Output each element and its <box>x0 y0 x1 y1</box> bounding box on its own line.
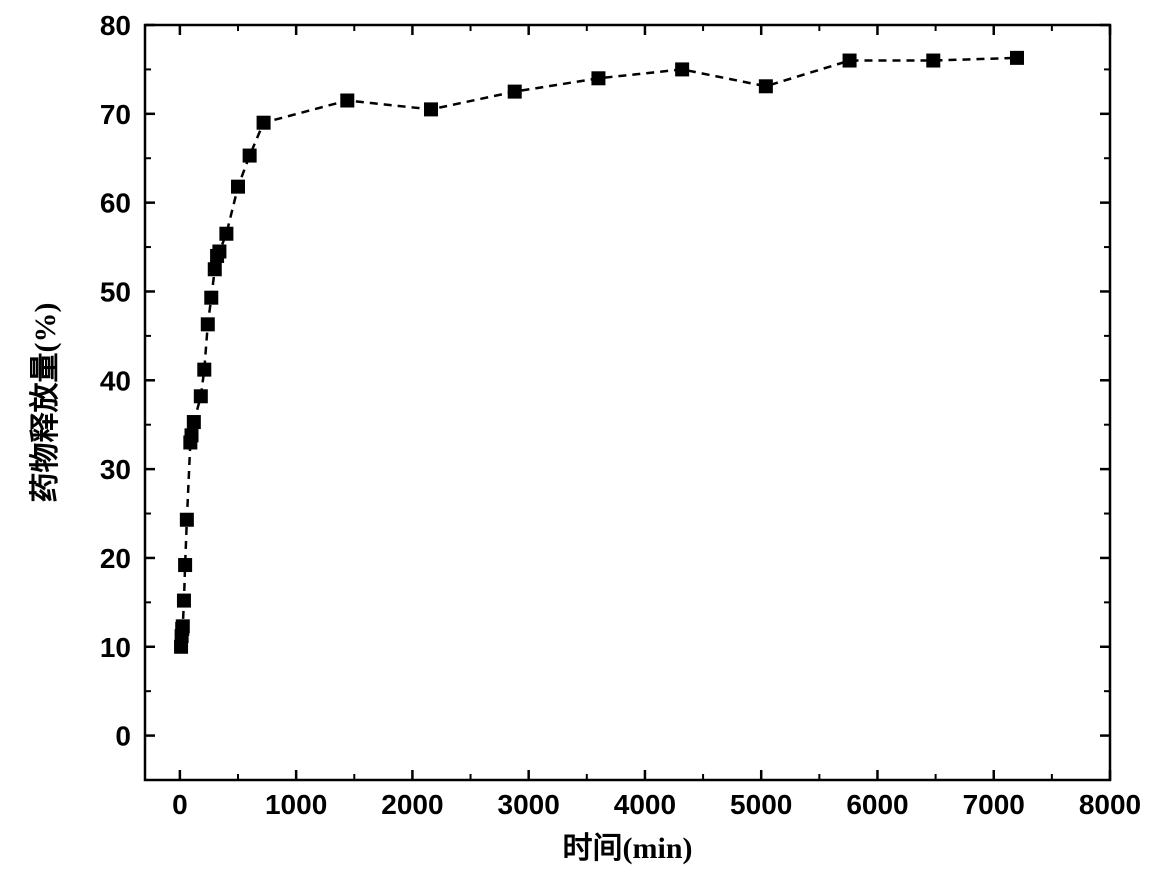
data-marker <box>424 102 438 116</box>
y-tick-label: 60 <box>100 188 131 219</box>
data-marker <box>197 363 211 377</box>
x-tick-label: 0 <box>172 789 188 820</box>
data-marker <box>843 54 857 68</box>
y-tick-label: 70 <box>100 99 131 130</box>
data-marker <box>187 415 201 429</box>
data-marker <box>243 149 257 163</box>
x-tick-label: 7000 <box>963 789 1025 820</box>
data-marker <box>675 62 689 76</box>
data-marker <box>178 558 192 572</box>
data-marker <box>180 513 194 527</box>
data-marker <box>1010 51 1024 65</box>
x-tick-label: 8000 <box>1079 789 1141 820</box>
y-tick-label: 0 <box>115 721 131 752</box>
data-marker <box>185 428 199 442</box>
data-marker <box>340 94 354 108</box>
data-marker <box>231 180 245 194</box>
x-tick-label: 4000 <box>614 789 676 820</box>
data-marker <box>926 54 940 68</box>
data-marker <box>219 227 233 241</box>
data-marker <box>177 594 191 608</box>
y-tick-label: 20 <box>100 543 131 574</box>
x-axis-label: 时间(min) <box>563 832 693 865</box>
y-tick-label: 30 <box>100 454 131 485</box>
y-tick-label: 80 <box>100 10 131 41</box>
data-marker <box>204 291 218 305</box>
y-tick-label: 10 <box>100 632 131 663</box>
y-tick-label: 50 <box>100 276 131 307</box>
data-marker <box>508 85 522 99</box>
data-marker <box>212 245 226 259</box>
drug-release-chart: 0 1000 2000 3000 4000 5000 6000 7000 8000 0 10 20 30… <box>0 0 1159 880</box>
data-marker <box>759 79 773 93</box>
x-tick-label: 5000 <box>730 789 792 820</box>
x-tick-label: 6000 <box>846 789 908 820</box>
x-tick-label: 1000 <box>265 789 327 820</box>
data-marker <box>201 317 215 331</box>
x-tick-label: 3000 <box>498 789 560 820</box>
y-tick-label: 40 <box>100 365 131 396</box>
data-marker <box>194 389 208 403</box>
data-marker <box>176 619 190 633</box>
chart-svg: 0 1000 2000 3000 4000 5000 6000 7000 8000 0 10 20 30… <box>0 0 1159 880</box>
data-marker <box>257 116 271 130</box>
data-marker <box>591 71 605 85</box>
series-line <box>181 58 1017 647</box>
y-axis-label: 药物释放量(%) <box>29 303 62 503</box>
data-marker <box>208 262 222 276</box>
x-tick-label: 2000 <box>381 789 443 820</box>
